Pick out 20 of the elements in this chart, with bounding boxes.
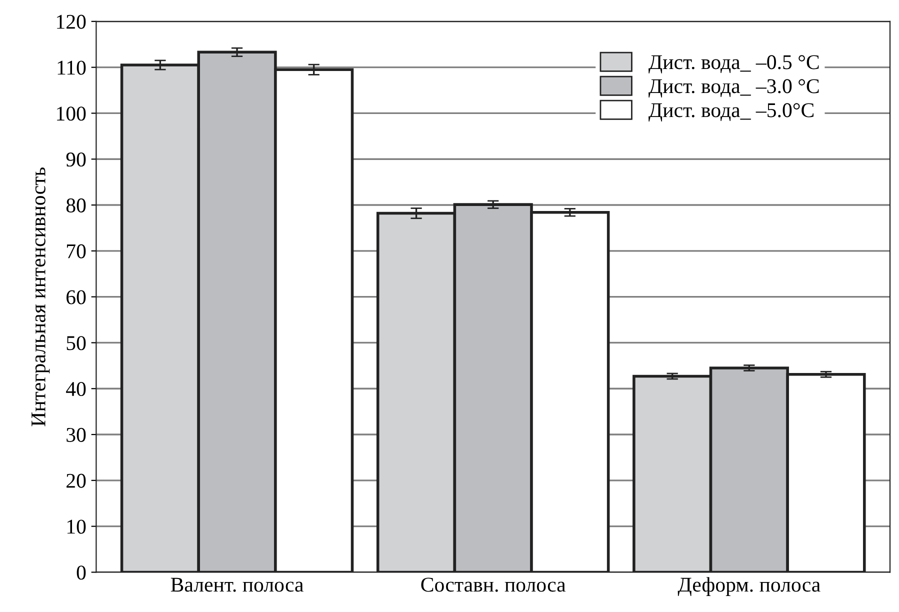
y-tick-label: 100 — [57, 106, 86, 121]
y-tick-label: 50 — [66, 336, 86, 350]
y-tick-label: 110 — [58, 60, 86, 75]
y-tick-label: 60 — [66, 290, 86, 304]
x-tick-label: Деформ. полоса — [678, 577, 820, 596]
y-tick-label: 20 — [66, 474, 86, 488]
x-tick-label: Составн. полоса — [421, 578, 566, 592]
y-tick-label: 10 — [67, 520, 86, 534]
y-tick-label: 0 — [76, 566, 86, 580]
y-tick-label: 90 — [66, 152, 86, 167]
y-axis-title: Интегральная интенсивность — [32, 167, 50, 426]
x-tick-label: Валент. полоса — [170, 578, 304, 592]
y-tick-label: 40 — [66, 382, 86, 396]
y-tick-label: 80 — [66, 198, 86, 212]
legend-label: Дист. вода_ –0.5 °C — [648, 55, 819, 74]
y-tick-label: 30 — [66, 428, 86, 442]
y-tick-label: 70 — [67, 244, 86, 258]
legend-label: Дист. вода_ –5.0°C — [648, 103, 814, 122]
legend-label: Дист. вода_ –3.0 °C — [648, 79, 819, 98]
y-tick-label: 120 — [57, 14, 86, 29]
